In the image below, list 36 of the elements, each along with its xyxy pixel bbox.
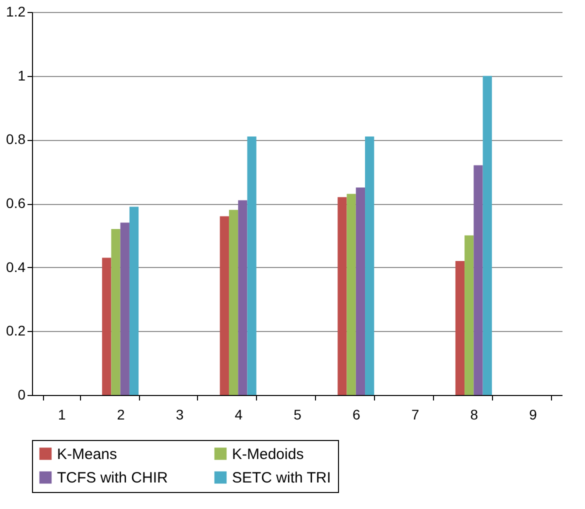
bar xyxy=(338,197,347,395)
y-tick-label: 0.4 xyxy=(6,258,26,275)
y-tick-label: 0 xyxy=(18,386,26,402)
bar xyxy=(220,216,229,395)
legend-label: K-Medoids xyxy=(232,446,304,463)
x-tick-label: 8 xyxy=(470,406,478,422)
bar xyxy=(111,229,120,395)
bar xyxy=(120,222,130,395)
x-tick-label: 6 xyxy=(352,406,360,422)
bar xyxy=(482,76,492,395)
bar xyxy=(356,188,366,395)
y-tick-label: 0.6 xyxy=(6,195,26,211)
bar xyxy=(129,206,139,395)
y-tick-label: 1.2 xyxy=(6,4,26,20)
legend-label: TCFS with CHIR xyxy=(57,470,168,486)
x-tick-label: 1 xyxy=(58,406,66,422)
bar xyxy=(455,260,465,395)
y-tick-label: 0.8 xyxy=(6,131,26,148)
bar xyxy=(247,136,256,395)
bar xyxy=(365,136,374,395)
x-tick-label: 5 xyxy=(294,406,302,422)
bar xyxy=(228,210,238,395)
x-tick-label: 2 xyxy=(116,406,125,422)
bar xyxy=(474,165,483,395)
x-tick-label: 7 xyxy=(411,406,420,422)
bar xyxy=(346,194,356,395)
y-tick-label: 0.2 xyxy=(6,322,26,339)
x-tick-label: 3 xyxy=(176,406,184,422)
x-tick-label: 4 xyxy=(234,406,243,422)
bar xyxy=(238,200,248,395)
bar xyxy=(464,235,474,395)
x-tick-label: 9 xyxy=(529,406,538,422)
y-tick-label: 1 xyxy=(18,67,26,84)
bar xyxy=(102,258,112,395)
legend-label: K-Means xyxy=(57,446,118,463)
legend-label: SETC with TRI xyxy=(232,470,331,486)
